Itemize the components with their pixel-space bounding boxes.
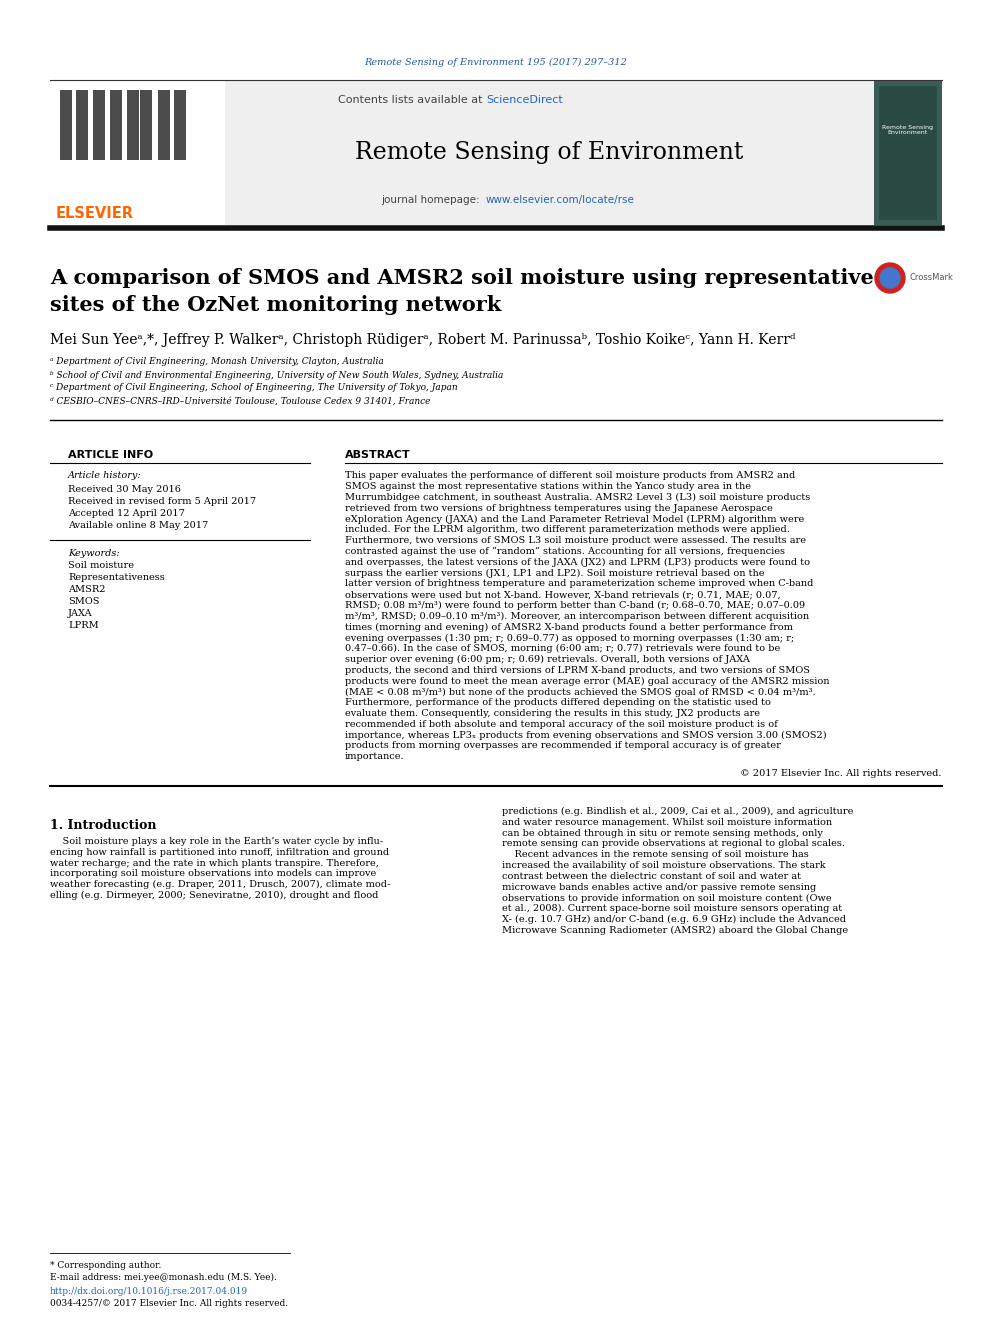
Bar	[879, 86, 937, 220]
Text: and water resource management. Whilst soil moisture information: and water resource management. Whilst so…	[502, 818, 832, 827]
Text: weather forecasting (e.g. Draper, 2011, Drusch, 2007), climate mod-: weather forecasting (e.g. Draper, 2011, …	[50, 880, 390, 889]
Text: Remote Sensing of Environment 195 (2017) 297–312: Remote Sensing of Environment 195 (2017)…	[365, 57, 627, 66]
Text: elling (e.g. Dirmeyer, 2000; Seneviratne, 2010), drought and flood: elling (e.g. Dirmeyer, 2000; Seneviratne…	[50, 890, 378, 900]
Text: Soil moisture: Soil moisture	[68, 561, 134, 569]
Text: ABSTRACT: ABSTRACT	[345, 450, 411, 460]
Text: Received in revised form 5 April 2017: Received in revised form 5 April 2017	[68, 496, 256, 505]
Bar	[156, 90, 168, 160]
Text: A comparison of SMOS and AMSR2 soil moisture using representative: A comparison of SMOS and AMSR2 soil mois…	[50, 269, 874, 288]
Text: http://dx.doi.org/10.1016/j.rse.2017.04.019: http://dx.doi.org/10.1016/j.rse.2017.04.…	[50, 1286, 248, 1295]
Text: importance.: importance.	[345, 753, 405, 761]
Text: importance, whereas LP3ₓ products from evening observations and SMOS version 3.0: importance, whereas LP3ₓ products from e…	[345, 730, 826, 740]
Text: X- (e.g. 10.7 GHz) and/or C-band (e.g. 6.9 GHz) include the Advanced: X- (e.g. 10.7 GHz) and/or C-band (e.g. 6…	[502, 916, 846, 925]
Bar	[124, 90, 136, 160]
Text: Mei Sun Yeeᵃ,*, Jeffrey P. Walkerᵃ, Christoph Rüdigerᵃ, Robert M. Parinussaᵇ, To: Mei Sun Yeeᵃ,*, Jeffrey P. Walkerᵃ, Chri…	[50, 333, 796, 347]
Circle shape	[875, 263, 905, 292]
Text: surpass the earlier versions (JX1, LP1 and LP2). Soil moisture retrieval based o: surpass the earlier versions (JX1, LP1 a…	[345, 569, 765, 578]
Text: sites of the OzNet monitoring network: sites of the OzNet monitoring network	[50, 295, 501, 315]
Text: recommended if both absolute and temporal accuracy of the soil moisture product : recommended if both absolute and tempora…	[345, 720, 778, 729]
Text: 1. Introduction: 1. Introduction	[50, 819, 157, 832]
Text: SMOS: SMOS	[68, 597, 99, 606]
Bar	[92, 90, 104, 160]
Text: products, the second and third versions of LPRM X-band products, and two version: products, the second and third versions …	[345, 665, 810, 675]
Text: contrast between the dielectric constant of soil and water at: contrast between the dielectric constant…	[502, 872, 801, 881]
Text: incorporating soil moisture observations into models can improve: incorporating soil moisture observations…	[50, 869, 376, 878]
Bar	[174, 90, 186, 160]
Text: This paper evaluates the performance of different soil moisture products from AM: This paper evaluates the performance of …	[345, 471, 796, 480]
Text: Soil moisture plays a key role in the Earth’s water cycle by influ-: Soil moisture plays a key role in the Ea…	[50, 837, 383, 847]
Text: remote sensing can provide observations at regional to global scales.: remote sensing can provide observations …	[502, 840, 845, 848]
Text: observations were used but not X-band. However, X-band retrievals (r; 0.71, MAE;: observations were used but not X-band. H…	[345, 590, 781, 599]
Text: Remote Sensing
Environment: Remote Sensing Environment	[883, 124, 933, 135]
Text: observations to provide information on soil moisture content (Owe: observations to provide information on s…	[502, 893, 831, 902]
Text: * Corresponding author.: * Corresponding author.	[50, 1261, 162, 1270]
Text: JAXA: JAXA	[68, 609, 92, 618]
Text: LPRM: LPRM	[68, 620, 99, 630]
Text: 0034-4257/© 2017 Elsevier Inc. All rights reserved.: 0034-4257/© 2017 Elsevier Inc. All right…	[50, 1298, 288, 1307]
Text: times (morning and evening) of AMSR2 X-band products found a better performance : times (morning and evening) of AMSR2 X-b…	[345, 623, 793, 632]
Text: Received 30 May 2016: Received 30 May 2016	[68, 484, 181, 493]
Text: CrossMark: CrossMark	[910, 274, 954, 283]
Text: ᵃ Department of Civil Engineering, Monash University, Clayton, Australia: ᵃ Department of Civil Engineering, Monas…	[50, 357, 384, 366]
Bar	[225, 81, 874, 225]
Text: Microwave Scanning Radiometer (AMSR2) aboard the Global Change: Microwave Scanning Radiometer (AMSR2) ab…	[502, 926, 848, 935]
Text: Article history:: Article history:	[68, 471, 142, 480]
Text: microwave bands enables active and/or passive remote sensing: microwave bands enables active and/or pa…	[502, 882, 816, 892]
Text: Representativeness: Representativeness	[68, 573, 165, 582]
Text: Furthermore, two versions of SMOS L3 soil moisture product were assessed. The re: Furthermore, two versions of SMOS L3 soi…	[345, 536, 806, 545]
Text: m³/m³, RMSD; 0.09–0.10 m³/m³). Moreover, an intercomparison between different ac: m³/m³, RMSD; 0.09–0.10 m³/m³). Moreover,…	[345, 611, 809, 620]
Text: Furthermore, performance of the products differed depending on the statistic use: Furthermore, performance of the products…	[345, 699, 771, 708]
Text: products from morning overpasses are recommended if temporal accuracy is of grea: products from morning overpasses are rec…	[345, 741, 781, 750]
Text: ScienceDirect: ScienceDirect	[486, 95, 562, 105]
Text: products were found to meet the mean average error (MAE) goal accuracy of the AM: products were found to meet the mean ave…	[345, 676, 829, 685]
Text: RMSD; 0.08 m³/m³) were found to perform better than C-band (r; 0.68–0.70, MAE; 0: RMSD; 0.08 m³/m³) were found to perform …	[345, 601, 806, 610]
Text: water recharge; and the rate in which plants transpire. Therefore,: water recharge; and the rate in which pl…	[50, 859, 379, 868]
Text: E-mail address: mei.yee@monash.edu (M.S. Yee).: E-mail address: mei.yee@monash.edu (M.S.…	[50, 1273, 277, 1282]
Text: www.elsevier.com/locate/rse: www.elsevier.com/locate/rse	[486, 194, 635, 205]
Text: Contents lists available at: Contents lists available at	[338, 95, 486, 105]
Text: included. For the LPRM algorithm, two different parameterization methods were ap: included. For the LPRM algorithm, two di…	[345, 525, 790, 534]
Text: encing how rainfall is partitioned into runoff, infiltration and ground: encing how rainfall is partitioned into …	[50, 848, 389, 857]
Text: et al., 2008). Current space-borne soil moisture sensors operating at: et al., 2008). Current space-borne soil …	[502, 904, 842, 913]
Text: Keywords:: Keywords:	[68, 549, 120, 557]
Circle shape	[880, 269, 900, 288]
Text: ᵈ CESBIO–CNES–CNRS–IRD–Université Toulouse, Toulouse Cedex 9 31401, France: ᵈ CESBIO–CNES–CNRS–IRD–Université Toulou…	[50, 397, 431, 406]
Text: Remote Sensing of Environment: Remote Sensing of Environment	[355, 140, 744, 164]
Text: predictions (e.g. Bindlish et al., 2009, Cai et al., 2009), and agriculture: predictions (e.g. Bindlish et al., 2009,…	[502, 807, 853, 816]
Text: ELSEVIER: ELSEVIER	[56, 205, 134, 221]
Text: and overpasses, the latest versions of the JAXA (JX2) and LPRM (LP3) products we: and overpasses, the latest versions of t…	[345, 558, 810, 568]
Text: increased the availability of soil moisture observations. The stark: increased the availability of soil moist…	[502, 861, 825, 871]
Text: superior over evening (6:00 pm; r; 0.69) retrievals. Overall, both versions of J: superior over evening (6:00 pm; r; 0.69)…	[345, 655, 750, 664]
Text: ARTICLE INFO: ARTICLE INFO	[68, 450, 153, 460]
Text: Recent advances in the remote sensing of soil moisture has: Recent advances in the remote sensing of…	[502, 851, 808, 860]
Text: © 2017 Elsevier Inc. All rights reserved.: © 2017 Elsevier Inc. All rights reserved…	[740, 769, 942, 778]
Text: Murrumbidgee catchment, in southeast Australia. AMSR2 Level 3 (L3) soil moisture: Murrumbidgee catchment, in southeast Aus…	[345, 493, 810, 503]
Bar	[52, 85, 207, 175]
Bar	[76, 90, 88, 160]
Text: journal homepage:: journal homepage:	[381, 194, 486, 205]
Text: evaluate them. Consequently, considering the results in this study, JX2 products: evaluate them. Consequently, considering…	[345, 709, 760, 718]
Text: ᵇ School of Civil and Environmental Engineering, University of New South Wales, : ᵇ School of Civil and Environmental Engi…	[50, 370, 503, 380]
Bar	[143, 90, 155, 160]
Text: evening overpasses (1:30 pm; r; 0.69–0.77) as opposed to morning overpasses (1:3: evening overpasses (1:30 pm; r; 0.69–0.7…	[345, 634, 795, 643]
Text: retrieved from two versions of brightness temperatures using the Japanese Aerosp: retrieved from two versions of brightnes…	[345, 504, 773, 513]
Text: Available online 8 May 2017: Available online 8 May 2017	[68, 520, 208, 529]
Text: contrasted against the use of “random” stations. Accounting for all versions, fr: contrasted against the use of “random” s…	[345, 546, 785, 556]
Bar	[50, 81, 225, 225]
Text: AMSR2: AMSR2	[68, 585, 105, 594]
Text: SMOS against the most representative stations within the Yanco study area in the: SMOS against the most representative sta…	[345, 483, 751, 491]
Bar	[111, 90, 123, 160]
Text: eXploration Agency (JAXA) and the Land Parameter Retrieval Model (LPRM) algorith: eXploration Agency (JAXA) and the Land P…	[345, 515, 805, 524]
Text: latter version of brightness temperature and parameterization scheme improved wh: latter version of brightness temperature…	[345, 579, 813, 589]
Text: can be obtained through in situ or remote sensing methods, only: can be obtained through in situ or remot…	[502, 828, 823, 837]
Text: (MAE < 0.08 m³/m³) but none of the products achieved the SMOS goal of RMSD < 0.0: (MAE < 0.08 m³/m³) but none of the produ…	[345, 688, 815, 697]
Bar	[61, 90, 73, 160]
Text: Accepted 12 April 2017: Accepted 12 April 2017	[68, 508, 185, 517]
Text: 0.47–0.66). In the case of SMOS, morning (6:00 am; r; 0.77) retrievals were foun: 0.47–0.66). In the case of SMOS, morning…	[345, 644, 781, 654]
Bar	[874, 81, 942, 225]
Text: ᶜ Department of Civil Engineering, School of Engineering, The University of Toky: ᶜ Department of Civil Engineering, Schoo…	[50, 384, 457, 393]
